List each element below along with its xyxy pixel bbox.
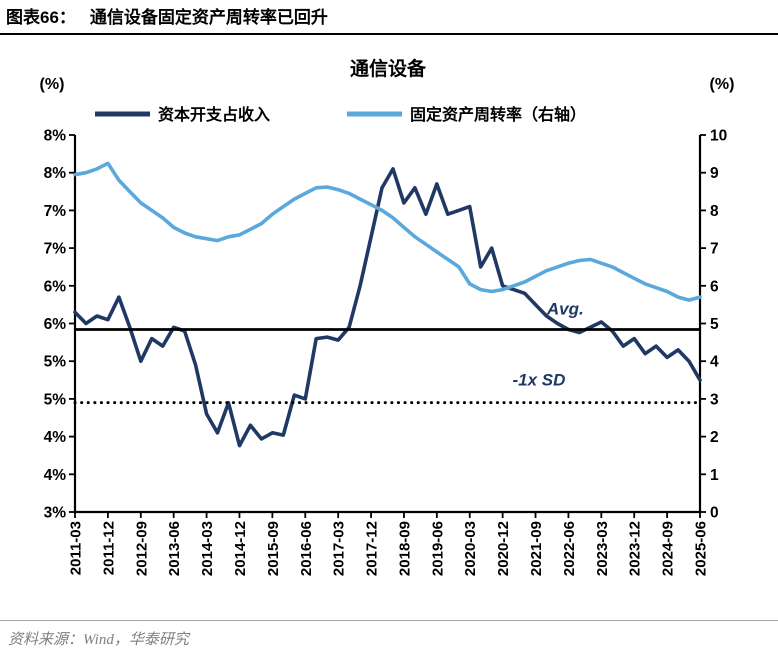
left-axis-tick-label: 5% (44, 392, 67, 409)
figure-header: 图表66： 通信设备固定资产周转率已回升 (0, 0, 778, 36)
left-axis-tick-label: 6% (44, 316, 67, 333)
average-label: Avg. (546, 300, 584, 319)
x-axis-tick-label: 2015-09 (265, 521, 282, 576)
right-axis-tick-label: 2 (710, 429, 719, 446)
figure-footer: 资料来源：Wind，华泰研究 (0, 620, 778, 649)
x-axis-tick-label: 2011-12 (100, 521, 117, 575)
line-chart: 通信设备 (%) (%) 资本开支占收入 固定资产周转率（右轴） 8% 8% 7% 7% 6% 6%… (40, 57, 735, 576)
right-axis-tick-label: 10 (710, 128, 727, 145)
left-axis-unit: (%) (40, 76, 65, 93)
series-line-1 (73, 161, 702, 303)
x-axis-tick-label: 2013-06 (166, 521, 183, 576)
chart-title: 通信设备 (350, 57, 427, 80)
source-note: 资料来源：Wind，华泰研究 (8, 632, 189, 649)
left-axis-tick-label: 3% (44, 505, 67, 522)
legend-label: 固定资产周转率（右轴） (410, 105, 586, 124)
right-axis-tick-label: 7 (710, 241, 719, 258)
left-axis-tick-label: 8% (44, 128, 67, 145)
chart-area: 通信设备 (%) (%) 资本开支占收入 固定资产周转率（右轴） 8% 8% 7% 7% 6% 6%… (0, 35, 778, 620)
right-axis-unit: (%) (710, 76, 735, 93)
series-line-0 (73, 167, 702, 448)
x-axis-tick-label: 2012-09 (133, 521, 150, 576)
x-axis-tick-label: 2022-06 (561, 521, 578, 576)
figure-number: 图表66： (6, 8, 76, 27)
x-axis-tick-label: 2023-03 (594, 521, 611, 576)
x-axis-tick-label: 2020-03 (462, 521, 479, 576)
x-axis-tick-label: 2023-12 (627, 521, 644, 576)
x-axis-tick-label: 2020-12 (495, 521, 512, 576)
left-axis-tick-label: 7% (44, 241, 67, 258)
right-axis-tick-label: 6 (710, 279, 719, 296)
left-axis-tick-label: 6% (44, 279, 67, 296)
x-axis-tick-label: 2021-09 (528, 521, 545, 576)
left-axis-tick-label: 7% (44, 203, 67, 220)
x-axis-tick-label: 2014-03 (199, 521, 216, 576)
left-axis-tick-label: 4% (44, 429, 67, 446)
x-axis-tick-label: 2014-12 (232, 521, 249, 576)
left-axis-tick-label: 8% (44, 166, 67, 183)
right-axis-tick-label: 0 (710, 505, 719, 522)
right-axis-tick-label: 9 (710, 166, 719, 183)
x-axis-tick-label: 2016-06 (298, 521, 315, 576)
legend-label: 资本开支占收入 (158, 105, 270, 124)
x-axis-tick-label: 2025-06 (693, 521, 710, 576)
right-axis-tick-label: 4 (710, 354, 719, 371)
right-axis-tick-label: 1 (710, 467, 719, 484)
x-axis-tick-label: 2017-03 (331, 521, 348, 576)
x-axis-tick-label: 2019-06 (429, 521, 446, 576)
figure-title: 通信设备固定资产周转率已回升 (89, 8, 328, 27)
left-axis-tick-label: 4% (44, 467, 67, 484)
x-axis-tick-label: 2018-09 (396, 521, 413, 576)
right-axis-tick-label: 8 (710, 203, 719, 220)
minus-1sd-label: -1x SD (513, 371, 566, 390)
x-axis-tick-label: 2017-12 (364, 521, 381, 576)
x-axis-tick-label: 2011-03 (68, 521, 85, 575)
x-axis-tick-label: 2024-09 (660, 521, 677, 576)
right-axis-tick-label: 3 (710, 392, 719, 409)
right-axis-tick-label: 5 (710, 316, 719, 333)
left-axis-tick-label: 5% (44, 354, 67, 371)
